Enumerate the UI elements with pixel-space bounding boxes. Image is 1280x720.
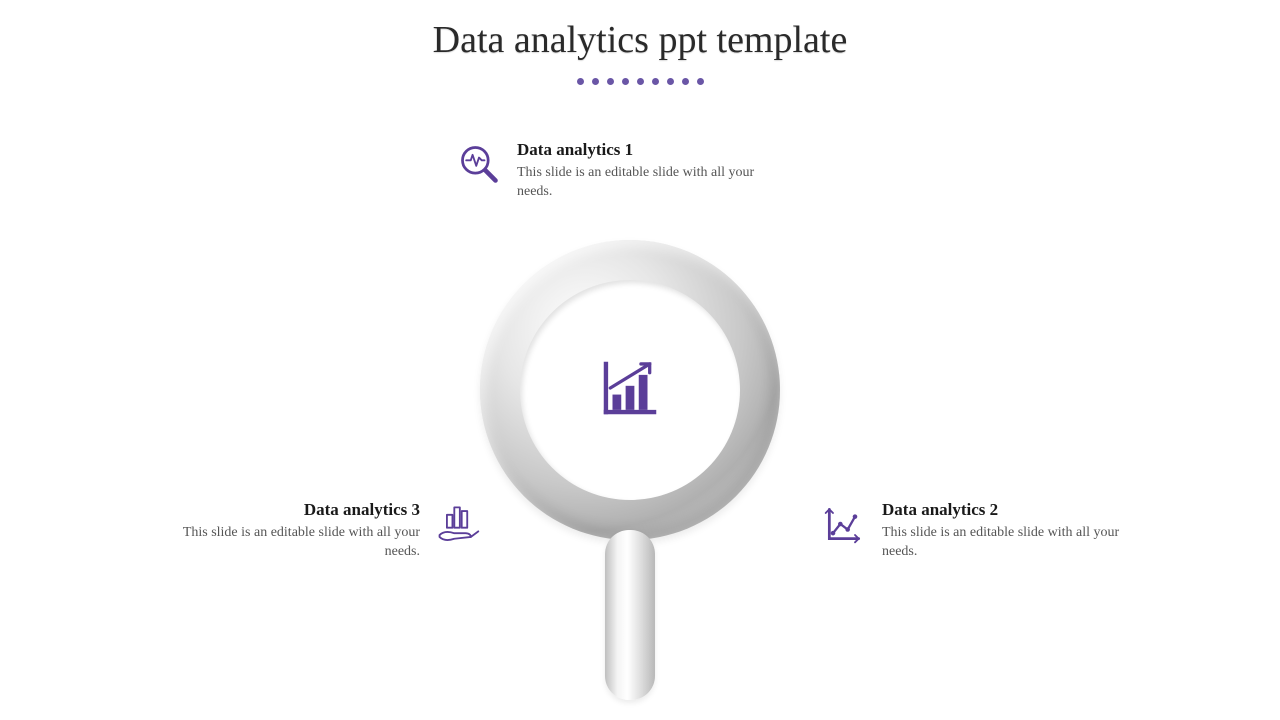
line-graph-icon: [820, 500, 868, 548]
page-title: Data analytics ppt template: [0, 18, 1280, 62]
info-item-1: Data analytics 1 This slide is an editab…: [455, 140, 757, 202]
central-magnifier: [480, 240, 780, 700]
item-body: This slide is an editable slide with all…: [882, 524, 1122, 562]
pulse-magnifier-icon: [455, 140, 503, 188]
item-heading: Data analytics 1: [517, 140, 757, 160]
bars-hand-icon: [434, 500, 482, 548]
magnifier-lens: [520, 280, 740, 500]
info-item-2: Data analytics 2 This slide is an editab…: [820, 500, 1122, 562]
magnifier-handle: [605, 530, 655, 700]
item-heading: Data analytics 3: [180, 500, 420, 520]
item-body: This slide is an editable slide with all…: [180, 524, 420, 562]
info-item-3: Data analytics 3 This slide is an editab…: [180, 500, 482, 562]
title-dot-row: [0, 72, 1280, 90]
bar-chart-arrow-icon: [595, 353, 665, 428]
item-body: This slide is an editable slide with all…: [517, 164, 757, 202]
item-heading: Data analytics 2: [882, 500, 1122, 520]
